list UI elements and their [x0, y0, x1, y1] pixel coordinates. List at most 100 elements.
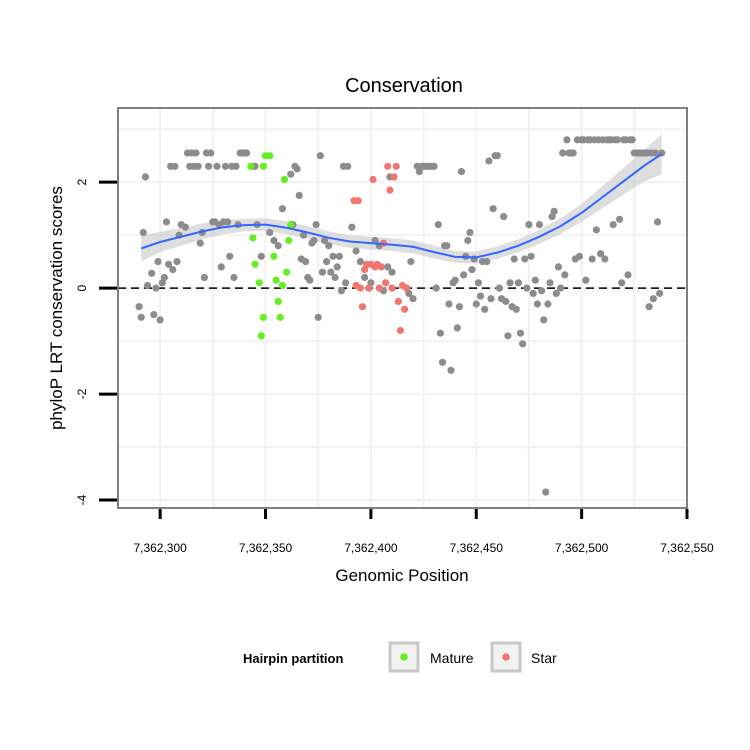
point-mature	[266, 152, 274, 160]
legend-title: Hairpin partition	[243, 651, 343, 666]
legend-swatch-star	[502, 653, 510, 661]
point-other	[299, 231, 308, 239]
point-other	[438, 358, 447, 366]
point-other	[561, 271, 569, 279]
point-other	[521, 255, 529, 263]
point-other	[162, 218, 171, 226]
legend: Hairpin partition Mature Star	[243, 641, 557, 673]
point-other	[320, 236, 329, 245]
point-other	[529, 289, 537, 297]
point-other	[468, 266, 476, 274]
point-other	[457, 168, 466, 176]
point-other	[495, 284, 503, 292]
x-axis-title: Genomic Position	[335, 566, 468, 585]
chart-title: Conservation	[345, 75, 463, 97]
point-other	[152, 284, 160, 292]
data-points	[135, 136, 666, 496]
point-other	[531, 276, 539, 284]
point-other	[331, 273, 339, 282]
x-tick-label: 7,362,350	[239, 541, 293, 555]
point-other	[559, 149, 567, 157]
point-other	[205, 162, 213, 170]
point-other	[217, 263, 225, 271]
point-other	[295, 191, 303, 199]
point-mature	[259, 313, 267, 321]
point-other	[306, 276, 314, 284]
point-other	[535, 221, 544, 229]
y-tick-label: -2	[75, 388, 89, 399]
point-other	[554, 263, 563, 271]
point-other	[476, 292, 485, 300]
point-other	[148, 269, 156, 277]
point-other	[487, 295, 495, 303]
point-other	[445, 300, 453, 308]
point-other	[274, 242, 282, 250]
point-other	[514, 279, 523, 287]
point-other	[485, 157, 493, 165]
point-other	[557, 284, 565, 292]
point-other	[474, 279, 482, 287]
point-mature	[285, 236, 293, 245]
point-other	[137, 313, 145, 321]
point-other	[407, 258, 415, 266]
point-other	[356, 258, 364, 266]
y-tick-label: 0	[75, 284, 89, 291]
point-other	[384, 263, 392, 271]
point-star	[396, 326, 404, 335]
point-other	[489, 205, 497, 213]
point-other	[143, 281, 152, 290]
point-other	[344, 162, 352, 170]
point-other	[200, 273, 208, 282]
point-other	[335, 252, 343, 260]
point-other	[466, 228, 474, 237]
point-other	[352, 247, 360, 255]
point-other	[447, 366, 455, 374]
point-other	[302, 258, 310, 266]
point-other	[483, 258, 491, 266]
point-other	[628, 136, 636, 144]
point-other	[171, 162, 179, 170]
point-other	[270, 236, 278, 245]
point-other	[196, 239, 204, 247]
point-other	[312, 221, 320, 229]
point-other	[434, 221, 442, 229]
point-other	[645, 303, 653, 311]
point-other	[226, 252, 234, 260]
point-other	[500, 213, 508, 221]
point-mature	[283, 268, 291, 276]
point-other	[613, 136, 622, 144]
point-star	[392, 162, 400, 170]
point-other	[361, 273, 369, 282]
point-other	[316, 152, 324, 160]
point-star	[394, 297, 402, 305]
point-other	[464, 236, 472, 245]
y-tick-label: 2	[75, 179, 89, 186]
point-other	[310, 236, 318, 245]
point-other	[460, 271, 468, 279]
point-other	[329, 252, 337, 260]
panel-border	[117, 107, 688, 509]
point-other	[160, 273, 168, 282]
point-other	[150, 311, 158, 319]
point-mature	[287, 221, 295, 229]
point-other	[224, 218, 232, 226]
point-other	[181, 223, 189, 231]
point-other	[192, 149, 200, 157]
point-other	[333, 263, 341, 271]
point-other	[592, 226, 601, 234]
point-mature	[278, 281, 286, 290]
point-other	[323, 258, 331, 266]
point-other	[542, 488, 550, 496]
point-other	[472, 300, 480, 308]
point-other	[139, 228, 147, 237]
point-other	[523, 284, 531, 292]
point-star	[377, 263, 385, 271]
point-other	[649, 295, 657, 303]
point-mature	[257, 332, 265, 340]
point-other	[430, 162, 438, 170]
point-other	[538, 287, 546, 295]
legend-swatch-mature	[400, 653, 408, 661]
point-other	[194, 162, 202, 170]
point-other	[156, 316, 164, 324]
point-other	[432, 284, 440, 292]
